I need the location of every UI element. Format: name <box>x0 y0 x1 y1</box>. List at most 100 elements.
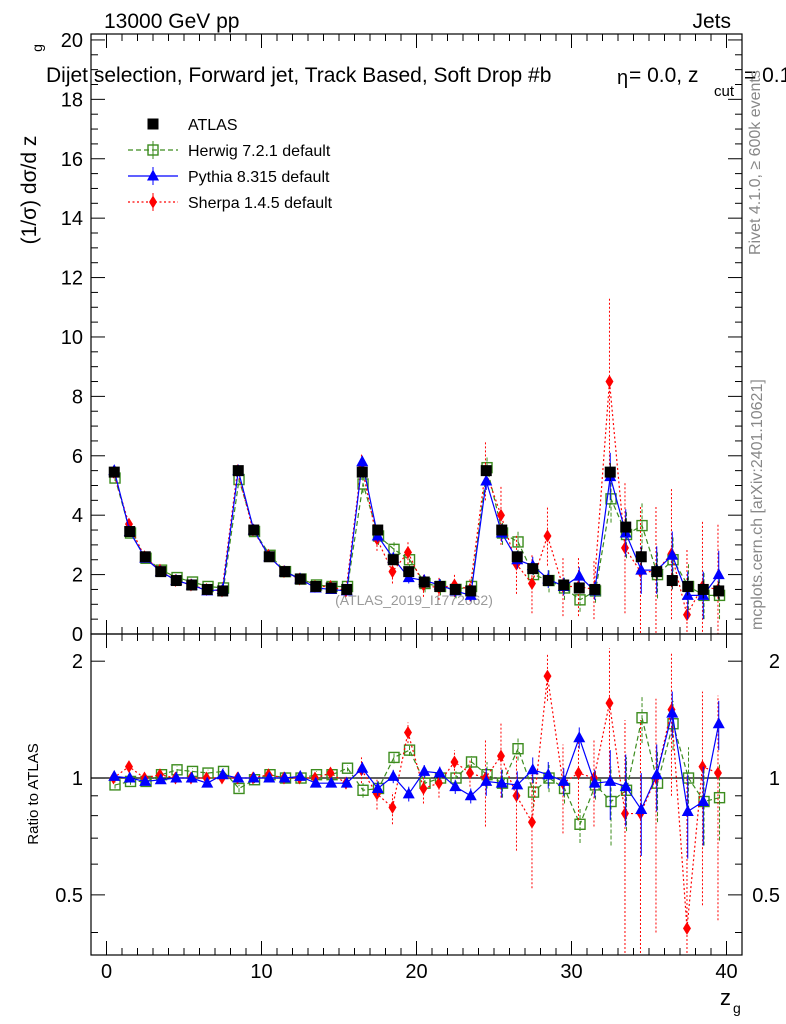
ratio-tick-label-right: 1 <box>769 768 780 790</box>
ratio-tick-label-right: 2 <box>769 651 780 673</box>
ratio-point-pythia <box>588 776 601 788</box>
ratio-point-pythia <box>232 771 245 783</box>
legend-label-sherpa: Sherpa 1.4.5 default <box>188 195 333 212</box>
point-atlas <box>108 466 120 478</box>
point-atlas <box>434 580 446 592</box>
ratio-point-pythia <box>526 763 539 775</box>
ratio-point-herwig <box>357 784 369 796</box>
ratio-point-sherpa <box>450 755 459 769</box>
point-pythia <box>712 568 725 580</box>
x-axis-title-sub: g <box>733 1000 741 1016</box>
point-atlas <box>713 585 725 597</box>
series-line-herwig <box>114 467 720 601</box>
y-tick-label: 18 <box>61 89 83 111</box>
ratio-point-pythia <box>201 776 214 788</box>
ratio-point-pythia <box>449 780 462 792</box>
selection-title-text: Dijet selection, Forward jet, Track Base… <box>46 64 551 87</box>
ratio-point-pythia <box>108 769 121 781</box>
ratio-tick-label-left: 0.5 <box>55 885 83 907</box>
ratio-plot-frame <box>90 633 743 956</box>
point-sherpa <box>496 508 505 522</box>
ratio-point-pythia <box>139 774 152 786</box>
y-tick-label: 12 <box>61 268 83 290</box>
y-axis-title: (1/σ) dσ/d z <box>18 136 41 245</box>
point-atlas <box>542 575 554 587</box>
ratio-point-pythia <box>309 776 322 788</box>
ratio-point-herwig <box>388 751 400 764</box>
y-axis-sub-group: g <box>29 44 45 52</box>
point-atlas <box>558 579 570 591</box>
point-atlas <box>620 521 632 533</box>
y-tick-label: 2 <box>72 565 83 587</box>
energy-label: 13000 GeV pp <box>104 10 239 33</box>
ratio-point-herwig <box>465 756 478 768</box>
ratio-point-sherpa <box>388 800 397 814</box>
ratio-point-sherpa <box>124 760 133 774</box>
selection-title: Dijet selection, Forward jet, Track Base… <box>46 64 551 87</box>
ratio-point-herwig <box>713 791 726 804</box>
ratio-point-pythia <box>216 768 229 780</box>
point-atlas <box>356 466 368 478</box>
ratio-point-pythia <box>278 771 291 783</box>
rivet-label: Rivet 4.1.0, ≥ 600k events <box>747 70 764 255</box>
ratio-point-pythia <box>573 731 586 743</box>
ratio-point-herwig <box>512 743 524 755</box>
point-atlas <box>496 524 508 536</box>
ratio-point-sherpa <box>698 760 707 774</box>
x-axis-title: z <box>720 985 731 1010</box>
point-atlas <box>294 573 306 585</box>
ratio-point-herwig <box>341 762 354 774</box>
ratio-point-sherpa <box>403 726 412 740</box>
ratio-point-sherpa <box>574 766 583 780</box>
point-herwig <box>574 594 586 606</box>
point-atlas <box>248 524 260 536</box>
ratio-point-sherpa <box>682 921 691 935</box>
ratio-point-sherpa <box>419 781 428 795</box>
ratio-point-pythia <box>402 787 415 799</box>
y-axis-title-group: (1/σ) dσ/d z <box>18 136 41 245</box>
ratio-point-pythia <box>325 776 338 788</box>
point-pythia <box>356 455 369 467</box>
legend-marker-sherpa <box>149 195 157 209</box>
point-atlas <box>697 583 709 595</box>
legend-marker-pythia <box>147 169 159 181</box>
ratio-line-pythia <box>114 712 720 813</box>
point-atlas <box>124 526 136 538</box>
point-atlas <box>449 583 461 595</box>
ratio-point-pythia <box>464 789 477 801</box>
ratio-point-pythia <box>247 771 260 783</box>
point-atlas <box>263 551 275 563</box>
point-pythia <box>666 548 679 560</box>
eta-glyph: η <box>617 67 628 89</box>
ratio-point-sherpa <box>434 776 443 790</box>
ratio-point-sherpa <box>512 789 521 803</box>
legend-label-herwig: Herwig 7.2.1 default <box>188 143 331 160</box>
point-atlas <box>170 575 182 587</box>
y-tick-label: 0 <box>72 624 83 646</box>
point-atlas <box>480 465 492 477</box>
point-pythia <box>480 474 493 486</box>
ratio-point-sherpa <box>465 766 474 780</box>
point-sherpa <box>527 577 536 591</box>
ratio-tick-label-right: 0.5 <box>752 885 780 907</box>
cut-subscript: cut <box>714 83 735 100</box>
ratio-point-pythia <box>294 769 307 781</box>
y-tick-label: 14 <box>61 208 83 230</box>
point-atlas <box>682 580 694 592</box>
point-atlas <box>666 575 678 587</box>
ratio-point-pythia <box>495 776 508 788</box>
ratio-point-pythia <box>542 768 555 780</box>
jets-label: Jets <box>692 10 731 33</box>
ratio-point-pythia <box>263 771 276 783</box>
main-data-layer <box>108 298 726 634</box>
point-atlas <box>217 585 229 597</box>
point-atlas <box>418 576 430 588</box>
point-herwig <box>512 536 524 548</box>
ratio-data-layer <box>108 648 726 955</box>
point-atlas <box>310 580 322 592</box>
analysis-watermark: (ATLAS_2019_I1772062) <box>335 592 493 608</box>
ratio-point-pythia <box>511 778 524 790</box>
x-tick-label: 40 <box>715 961 737 983</box>
selection-title-end: = 0.1 <box>744 64 786 87</box>
